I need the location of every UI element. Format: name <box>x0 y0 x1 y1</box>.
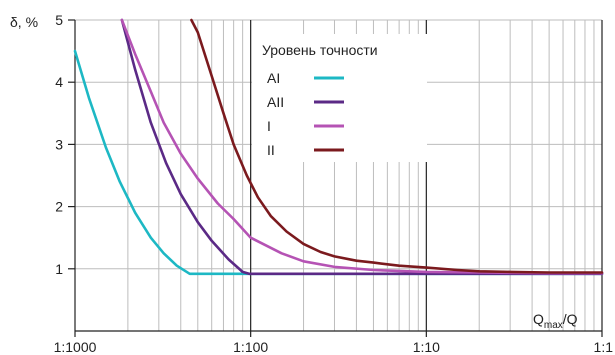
x-axis-label: Qmax/Q <box>533 311 578 331</box>
legend-background <box>252 34 427 162</box>
series-line-i <box>120 18 604 275</box>
y-ticks: 1 2 3 4 5 <box>55 12 75 277</box>
y-tick-label: 2 <box>55 199 63 215</box>
legend-title: Уровень точности <box>262 42 378 58</box>
series-line-aii <box>120 18 604 276</box>
series-lines <box>73 18 604 276</box>
y-tick-label: 5 <box>55 12 63 28</box>
x-ticks: 1:1000 1:100 1:10 1:1 <box>54 331 614 355</box>
x-axis-label-main: Q <box>533 311 544 327</box>
legend-label-ii: II <box>267 142 275 158</box>
legend-label-aii: AII <box>267 94 284 110</box>
y-axis-label: δ, % <box>10 14 38 30</box>
y-tick-label: 4 <box>55 74 63 90</box>
y-tick-label: 1 <box>55 261 63 277</box>
x-tick-label: 1:1 <box>594 339 614 355</box>
x-tick-label: 1:10 <box>413 339 440 355</box>
legend-label-ai: AI <box>267 70 280 86</box>
y-tick-label: 3 <box>55 136 63 152</box>
legend-label-i: I <box>267 118 271 134</box>
x-tick-label: 1:100 <box>233 339 268 355</box>
series-line-ii <box>190 18 604 274</box>
x-axis-label-sub: max <box>544 320 563 331</box>
x-axis-label-suffix: /Q <box>563 311 578 327</box>
x-tick-label: 1:1000 <box>54 339 97 355</box>
